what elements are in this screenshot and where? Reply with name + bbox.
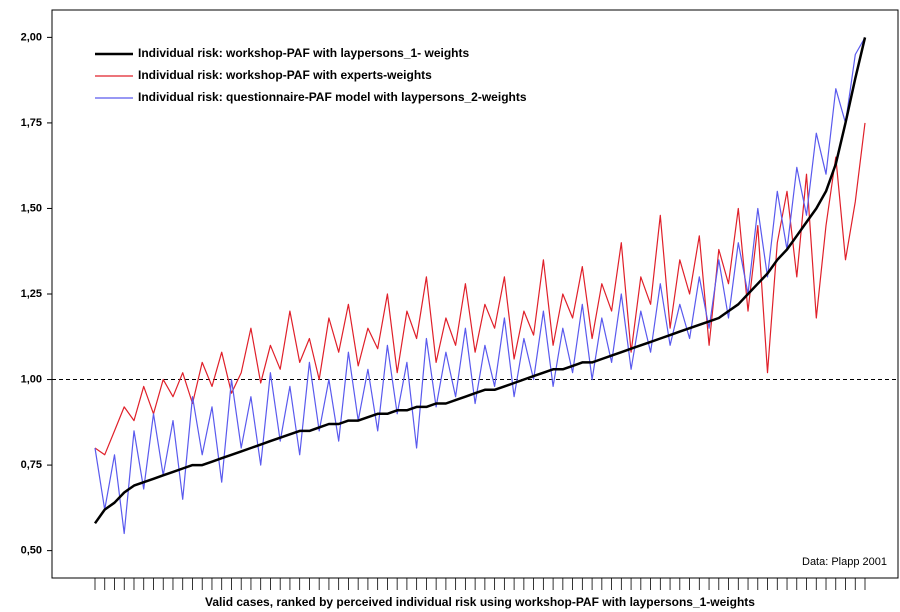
plot-frame bbox=[51, 9, 899, 579]
y-tick-label: 1,50 bbox=[21, 202, 42, 214]
series-line bbox=[94, 122, 866, 456]
y-tick-label: 1,00 bbox=[21, 373, 42, 385]
series-line bbox=[93, 37, 867, 525]
x-axis-label: Valid cases, ranked by perceived individ… bbox=[205, 595, 755, 609]
y-tick-label: 1,25 bbox=[21, 288, 42, 300]
y-tick-label: 0,50 bbox=[21, 545, 42, 557]
annotation: Data: Plapp 2001 bbox=[802, 556, 887, 568]
legend-label: Individual risk: workshop-PAF with laype… bbox=[138, 46, 469, 60]
legend-label: Individual risk: workshop-PAF with exper… bbox=[138, 68, 432, 82]
y-tick-label: 0,75 bbox=[21, 459, 42, 471]
y-tick-label: 2,00 bbox=[21, 31, 42, 43]
legend-label: Individual risk: questionnaire-PAF model… bbox=[138, 90, 527, 104]
series-line bbox=[94, 37, 866, 535]
y-tick-label: 1,75 bbox=[21, 117, 42, 129]
